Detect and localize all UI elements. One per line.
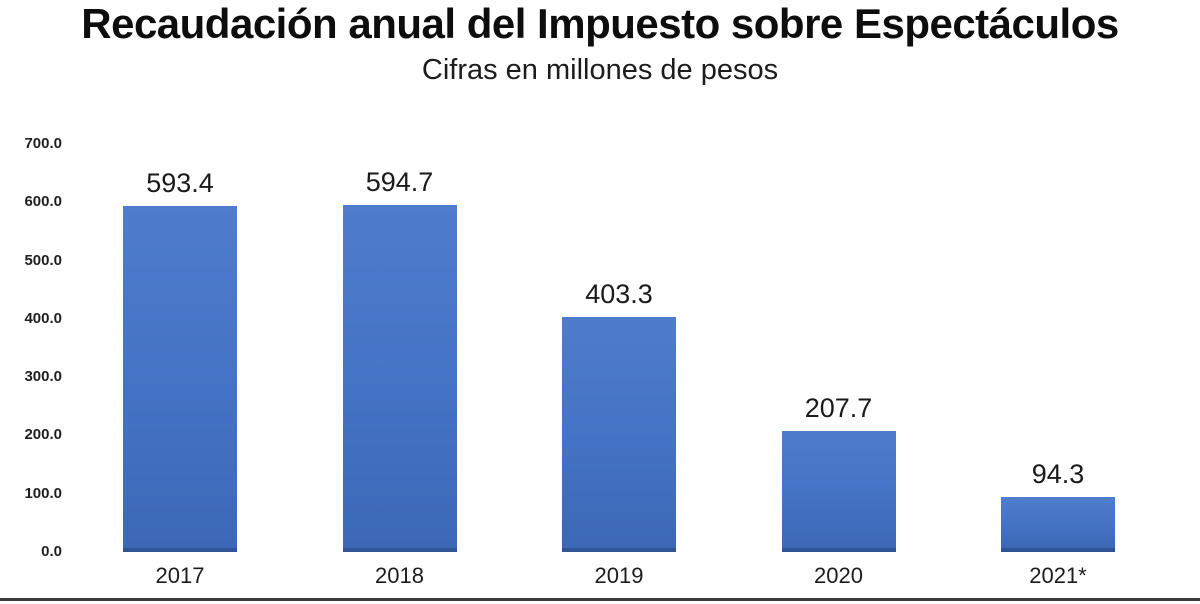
bar-2017 bbox=[123, 206, 237, 552]
chart-title: Recaudación anual del Impuesto sobre Esp… bbox=[81, 0, 1119, 47]
bottom-border-line bbox=[0, 598, 1200, 601]
bar-2018 bbox=[342, 205, 457, 552]
y-tick-label: 600.0 bbox=[24, 193, 62, 211]
bar-2020 bbox=[781, 430, 896, 552]
y-tick-label: 0.0 bbox=[41, 543, 62, 560]
bar-value-label: 207.7 bbox=[804, 392, 873, 423]
y-tick-label: 700.0 bbox=[24, 135, 62, 152]
bar-2019 bbox=[562, 316, 676, 552]
x-category-label: 2020 bbox=[814, 563, 863, 588]
bar-value-label: 594.7 bbox=[365, 167, 434, 198]
y-tick-label: 400.0 bbox=[24, 309, 62, 327]
chart-subtitle: Cifras en millones de pesos bbox=[421, 54, 779, 86]
y-tick-label: 100.0 bbox=[24, 484, 62, 502]
bar-2021 bbox=[1001, 497, 1115, 552]
y-tick-label: 300.0 bbox=[24, 368, 62, 386]
bar-value-label: 94.3 bbox=[1031, 459, 1085, 490]
y-tick-label: 200.0 bbox=[24, 426, 62, 444]
x-category-label: 2017 bbox=[155, 563, 205, 588]
x-category-label: 2019 bbox=[594, 563, 644, 588]
bar-value-label: 403.3 bbox=[585, 278, 653, 309]
x-category-label: 2021* bbox=[1029, 563, 1087, 588]
x-category-label: 2018 bbox=[375, 563, 424, 588]
bar-value-label: 593.4 bbox=[146, 168, 214, 199]
y-tick-label: 500.0 bbox=[24, 251, 62, 269]
